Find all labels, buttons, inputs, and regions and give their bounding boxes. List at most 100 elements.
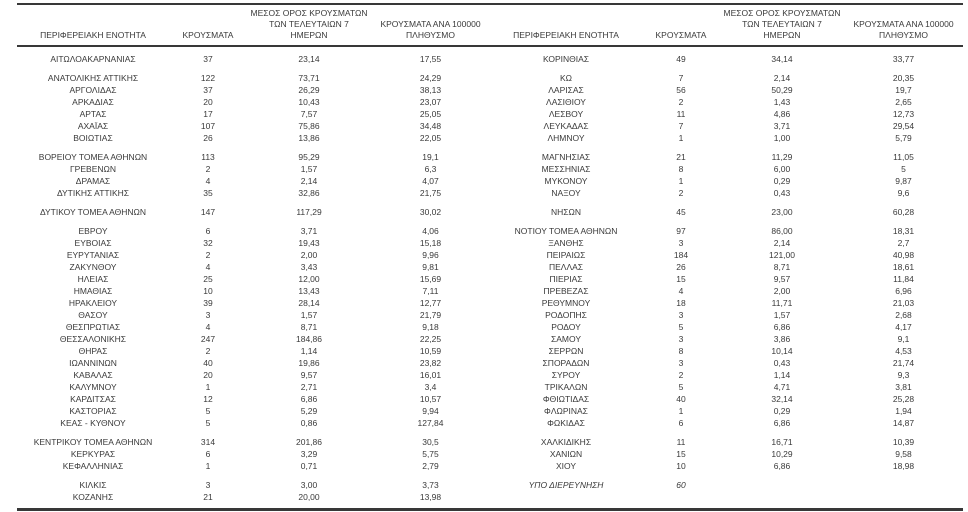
cell-right-avg7: 0,43	[773, 358, 791, 368]
spacer-row	[17, 65, 963, 72]
cell-right-per100k: 18,61	[892, 262, 915, 272]
cell-right-per100k: 40,98	[892, 250, 915, 260]
cell-left-avg7: 9,57	[300, 370, 318, 380]
cell-left-per100k: 23,07	[419, 97, 442, 107]
cell-right-cases: 2	[678, 97, 684, 107]
cell-right-region: ΞΑΝΘΗΣ	[548, 238, 584, 248]
cell-right-cases: 6	[678, 418, 684, 428]
cell-left-avg7: 7,57	[300, 109, 318, 119]
cell-left-per100k: 9,18	[422, 322, 439, 332]
cell-left-avg7: 75,86	[298, 121, 320, 131]
header-cases-left: ΚΡΟΥΣΜΑΤΑ	[182, 30, 234, 40]
cell-left-avg7: 12,00	[298, 274, 320, 284]
cell-right-region: ΧΑΝΙΩΝ	[549, 449, 583, 459]
cell-left-per100k: 3,4	[424, 382, 437, 392]
cell-right-region: ΝΟΤΙΟΥ ΤΟΜΕΑ ΑΘΗΝΩΝ	[514, 226, 618, 236]
header-per100k-left: ΚΡΟΥΣΜΑΤΑ ΑΝΑ 100000 ΠΛΗΘΥΣΜΟ	[380, 19, 481, 40]
cell-left-avg7: 73,71	[298, 73, 320, 83]
cell-left-avg7: 2,14	[300, 176, 318, 186]
spacer-row	[17, 472, 963, 479]
cell-right-cases: 15	[676, 274, 686, 284]
cell-left-per100k: 10,57	[419, 394, 442, 404]
cell-left-avg7: 201,86	[296, 437, 322, 447]
cell-left-avg7: 13,43	[298, 286, 320, 296]
cell-right-avg7: 2,14	[773, 73, 791, 83]
cell-right-region: ΦΩΚΙΔΑΣ	[547, 418, 585, 428]
cell-left-cases: 1	[205, 461, 211, 471]
cell-right-per100k: 6,96	[895, 286, 912, 296]
cell-left-per100k: 10,59	[419, 346, 442, 356]
spacer-row	[17, 144, 963, 151]
cell-right-region: ΜΕΣΣΗΝΙΑΣ	[541, 164, 591, 174]
cell-left-region: ΙΩΑΝΝΙΝΩΝ	[69, 358, 117, 368]
cell-right-avg7: 6,86	[773, 461, 791, 471]
table-row: ΚΕΡΚΥΡΑΣ 6 3,29 5,75 ΧΑΝΙΩΝ 15 10,29 9,58	[17, 448, 963, 460]
cell-left-per100k: 22,25	[419, 334, 442, 344]
cell-left-per100k: 38,13	[419, 85, 442, 95]
table-row: ΘΕΣΠΡΩΤΙΑΣ 4 8,71 9,18 ΡΟΔΟΥ 5 6,86 4,17	[17, 321, 963, 333]
table-row: ΗΛΕΙΑΣ 25 12,00 15,69 ΠΙΕΡΙΑΣ 15 9,57 11,84	[17, 273, 963, 285]
cell-left-per100k: 7,11	[422, 286, 439, 296]
cell-left-per100k: 6,3	[424, 164, 437, 174]
cell-right-per100k: 9,1	[897, 334, 910, 344]
table-row: ΑΡΚΑΔΙΑΣ 20 10,43 23,07 ΛΑΣΙΘΙΟΥ 2 1,43 2,65	[17, 96, 963, 108]
cell-right-per100k	[844, 491, 963, 510]
table-row: ΗΡΑΚΛΕΙΟΥ 39 28,14 12,77 ΡΕΘΥΜΝΟΥ 18 11,71 21,0…	[17, 297, 963, 309]
cell-right-region: ΛΑΡΙΣΑΣ	[548, 85, 584, 95]
cell-left-per100k: 21,75	[419, 188, 442, 198]
cell-left-avg7: 28,14	[298, 298, 320, 308]
cell-left-avg7: 3,71	[300, 226, 318, 236]
cell-left-region: ΑΡΤΑΣ	[79, 109, 107, 119]
cell-left-cases: 4	[205, 176, 211, 186]
cell-right-region: ΝΑΞΟΥ	[551, 188, 581, 198]
cell-left-region: ΚΑΛΥΜΝΟΥ	[69, 382, 117, 392]
cell-left-cases: 113	[201, 152, 215, 162]
cell-right-per100k: 9,58	[895, 449, 912, 459]
cell-right-region: ΠΙΕΡΙΑΣ	[549, 274, 583, 284]
cell-left-avg7: 117,29	[296, 207, 322, 217]
cell-right-per100k: 9,87	[895, 176, 912, 186]
cell-right-region: ΧΑΛΚΙΔΙΚΗΣ	[540, 437, 592, 447]
cell-left-per100k: 23,82	[419, 358, 442, 368]
cell-left-cases: 314	[200, 437, 216, 447]
cell-left-avg7: 0,71	[300, 461, 318, 471]
cell-right-per100k: 5,79	[895, 133, 912, 143]
cell-right-avg7	[720, 479, 844, 491]
table-row: ΑΡΤΑΣ 17 7,57 25,05 ΛΕΣΒΟΥ 11 4,86 12,73	[17, 108, 963, 120]
cell-right-per100k: 11,05	[893, 152, 914, 162]
cell-left-avg7: 23,14	[298, 54, 320, 64]
cell-right-avg7: 4,86	[773, 109, 791, 119]
cell-right-avg7: 0,29	[773, 176, 791, 186]
cell-right-cases: 60	[676, 480, 686, 490]
cell-right-avg7: 1,14	[773, 370, 791, 380]
cell-right-cases: 7	[678, 121, 684, 131]
cell-left-avg7: 6,86	[300, 394, 318, 404]
cell-left-avg7: 0,86	[300, 418, 318, 428]
cell-right-per100k: 3,81	[895, 382, 912, 392]
cell-left-region: ΘΕΣΣΑΛΟΝΙΚΗΣ	[59, 334, 127, 344]
cell-right-region: ΜΑΓΝΗΣΙΑΣ	[541, 152, 591, 162]
cell-left-avg7: 8,71	[300, 322, 318, 332]
table-row: ΚΕΑΣ - ΚΥΘΝΟΥ 5 0,86 127,84 ΦΩΚΙΔΑΣ 6 6,86 14,8…	[17, 417, 963, 429]
cell-left-cases: 20	[203, 370, 213, 380]
cell-right-per100k: 1,94	[895, 406, 912, 416]
cell-left-avg7: 3,29	[300, 449, 318, 459]
cell-right-region: ΠΕΙΡΑΙΩΣ	[546, 250, 586, 260]
cell-left-avg7: 2,71	[300, 382, 318, 392]
cell-right-avg7: 16,71	[771, 437, 793, 447]
cell-right-cases: 97	[676, 226, 686, 236]
cell-right-per100k: 14,87	[892, 418, 915, 428]
cell-left-avg7: 1,57	[300, 164, 318, 174]
cell-right-cases: 184	[673, 250, 689, 260]
cell-right-avg7: 23,00	[771, 207, 793, 217]
cell-left-avg7: 10,43	[298, 97, 320, 107]
cell-right-per100k: 2,68	[895, 310, 912, 320]
header-per100k-right: ΚΡΟΥΣΜΑΤΑ ΑΝΑ 100000 ΠΛΗΘΥΣΜΟ	[853, 19, 954, 40]
table-row: ΕΒΡΟΥ 6 3,71 4,06 ΝΟΤΙΟΥ ΤΟΜΕΑ ΑΘΗΝΩΝ 97 86,00…	[17, 225, 963, 237]
cell-right-per100k: 9,3	[897, 370, 910, 380]
cell-right-per100k: 18,98	[892, 461, 915, 471]
cell-left-region: ΒΟΙΩΤΙΑΣ	[73, 133, 113, 143]
regional-cases-table: ΠΕΡΙΦΕΡΕΙΑΚΗ ΕΝΟΤΗΤΑ ΚΡΟΥΣΜΑΤΑ ΜΕΣΟΣ ΟΡΟ…	[17, 3, 963, 511]
cell-left-avg7: 19,86	[298, 358, 320, 368]
cell-left-cases: 3	[205, 480, 211, 490]
